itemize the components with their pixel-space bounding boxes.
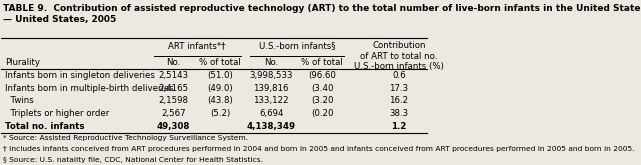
Text: 139,816: 139,816 [253, 83, 289, 93]
Text: (3.40: (3.40 [311, 83, 333, 93]
Text: No.: No. [166, 58, 180, 67]
Text: % of total: % of total [301, 58, 343, 67]
Text: Contribution
of ART to total no.
U.S.-born infants (%): Contribution of ART to total no. U.S.-bo… [354, 41, 444, 71]
Text: (96.60: (96.60 [308, 71, 337, 80]
Text: § Source: U.S. natality file, CDC, National Center for Health Statistics.: § Source: U.S. natality file, CDC, Natio… [3, 157, 263, 163]
Text: 2,4165: 2,4165 [158, 83, 188, 93]
Text: Twins: Twins [5, 97, 34, 105]
Text: (51.0): (51.0) [207, 71, 233, 80]
Text: 2,567: 2,567 [161, 109, 185, 118]
Text: TABLE 9.  Contribution of assisted reproductive technology (ART) to the total nu: TABLE 9. Contribution of assisted reprod… [3, 4, 641, 24]
Text: (0.20: (0.20 [311, 109, 333, 118]
Text: 0.6: 0.6 [392, 71, 406, 80]
Text: 133,122: 133,122 [253, 97, 289, 105]
Text: (5.2): (5.2) [210, 109, 230, 118]
Text: 6,694: 6,694 [259, 109, 283, 118]
Text: Total no. infants: Total no. infants [5, 122, 85, 131]
Text: Infants born in multiple-birth deliveries: Infants born in multiple-birth deliverie… [5, 83, 174, 93]
Text: 2,1598: 2,1598 [158, 97, 188, 105]
Text: ART infants*†: ART infants*† [168, 41, 226, 50]
Text: 49,308: 49,308 [156, 122, 190, 131]
Text: 16.2: 16.2 [390, 97, 408, 105]
Text: 3,998,533: 3,998,533 [249, 71, 293, 80]
Text: Triplets or higher order: Triplets or higher order [5, 109, 109, 118]
Text: No.: No. [264, 58, 278, 67]
Text: 38.3: 38.3 [390, 109, 408, 118]
Text: 2,5143: 2,5143 [158, 71, 188, 80]
Text: (43.8): (43.8) [207, 97, 233, 105]
Text: (49.0): (49.0) [207, 83, 233, 93]
Text: % of total: % of total [199, 58, 241, 67]
Text: Infants born in singleton deliveries: Infants born in singleton deliveries [5, 71, 155, 80]
Text: 1.2: 1.2 [392, 122, 407, 131]
Text: (3.20: (3.20 [311, 97, 333, 105]
Text: † Includes infants conceived from ART procedures performed in 2004 and born in 2: † Includes infants conceived from ART pr… [3, 146, 635, 152]
Text: 17.3: 17.3 [390, 83, 408, 93]
Text: U.S.-born infants§: U.S.-born infants§ [258, 41, 335, 50]
Text: 4,138,349: 4,138,349 [247, 122, 296, 131]
Text: Plurality: Plurality [5, 58, 40, 67]
Text: * Source: Assisted Reproductive Technology Surveillance System.: * Source: Assisted Reproductive Technolo… [3, 135, 248, 141]
